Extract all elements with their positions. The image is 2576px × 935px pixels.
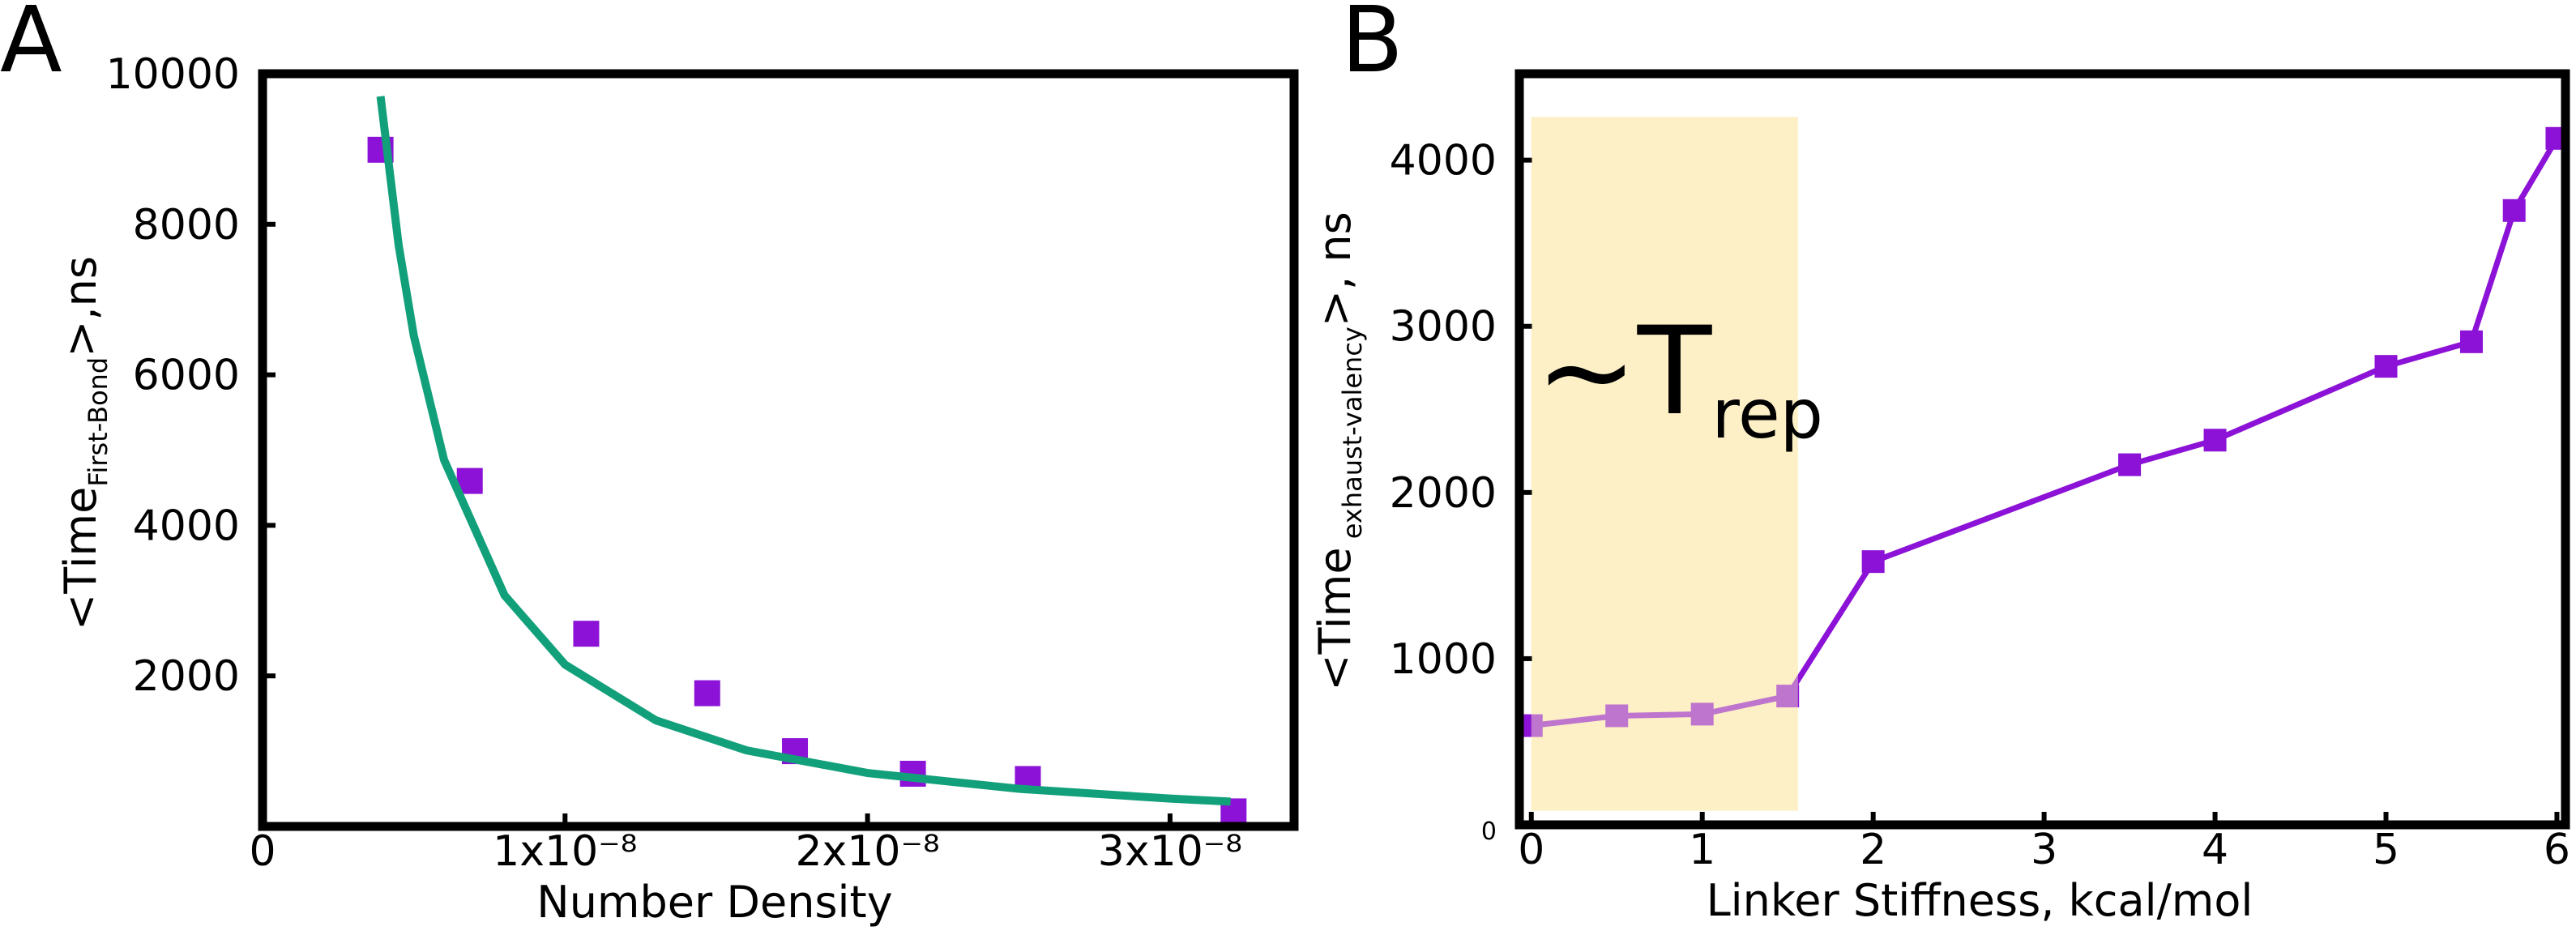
- highlight-region: [1531, 117, 1798, 811]
- y-tick-label: 6000: [133, 352, 240, 400]
- x-axis-label: Number Density: [536, 877, 892, 928]
- x-tick-label: 6: [2544, 826, 2570, 874]
- y-axis-label-suffix: >,ns: [55, 256, 106, 357]
- y-tick-label: 3000: [1390, 303, 1497, 352]
- y-tick-label: 1000: [1390, 635, 1497, 684]
- y-axis-label-subscript: exhaust-valency: [1337, 327, 1368, 547]
- data-point: [2374, 355, 2398, 378]
- data-point: [1690, 702, 1714, 726]
- data-point: [2118, 453, 2142, 476]
- y-axis-label-suffix: >, ns: [1309, 211, 1361, 327]
- x-tick-label: 2x10⁻⁸: [795, 827, 939, 876]
- plot-frame: [258, 69, 1299, 831]
- y-tick-label: 8000: [133, 201, 240, 250]
- annotation: ~Trep: [1536, 301, 1823, 454]
- x-axis-label: Linker Stiffness, kcal/mol: [1707, 875, 2253, 926]
- x-tick-label: 0: [1518, 826, 1544, 874]
- x-tick-label: 4: [2202, 826, 2228, 874]
- y-axis-label: <TimeFirst-Bond>,ns: [55, 256, 113, 630]
- plot-frame: [1514, 69, 2570, 830]
- data-point: [1605, 704, 1629, 728]
- data-point: [1776, 685, 1800, 708]
- panel-label: B: [1341, 0, 1403, 93]
- data-point: [2203, 429, 2227, 452]
- y-axis-label-text: <Time: [1309, 547, 1361, 690]
- y-axis-label-subscript: First-Bond: [83, 357, 113, 487]
- annotation-text: ~T: [1536, 301, 1713, 442]
- panel-label: A: [0, 0, 62, 93]
- y-tick-label: 4000: [133, 502, 240, 550]
- x-tick-label: 1: [1689, 826, 1715, 874]
- x-tick-label: 3: [2031, 826, 2057, 874]
- x-tick-label: 2: [1860, 826, 1886, 874]
- y-tick-label: 2000: [133, 652, 240, 701]
- data-point: [1861, 550, 1885, 574]
- x-tick-label: 0: [249, 827, 276, 876]
- y-tick-label: 4000: [1390, 137, 1497, 186]
- data-point: [573, 621, 600, 647]
- y-tick-label: 0: [1481, 818, 1497, 846]
- y-tick-label: 10000: [106, 50, 240, 99]
- data-line: [376, 96, 1231, 806]
- highlight-overlay: [1531, 117, 1798, 811]
- data-point: [694, 680, 720, 707]
- y-tick-label: 2000: [1390, 469, 1497, 518]
- annotation-subscript: rep: [1711, 374, 1823, 454]
- y-axis-label-text: <Time: [55, 487, 106, 630]
- data-point: [2502, 199, 2526, 222]
- x-tick-label: 5: [2373, 826, 2399, 874]
- x-tick-label: 1x10⁻⁸: [493, 827, 637, 876]
- x-tick-label: 3x10⁻⁸: [1098, 827, 1242, 876]
- data-point: [2459, 330, 2483, 353]
- y-axis-label: <Time exhaust-valency>, ns: [1309, 211, 1368, 691]
